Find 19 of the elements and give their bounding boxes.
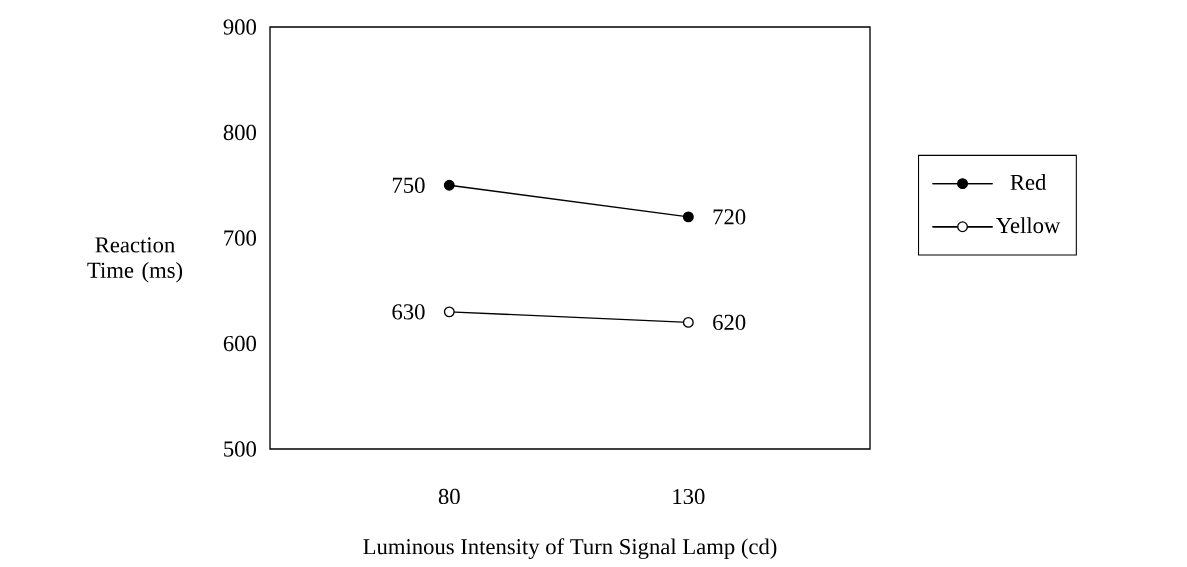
y-tick-label: 800	[223, 125, 256, 141]
y-tick-label: 900	[223, 19, 256, 35]
x-tick-label: 80	[438, 489, 460, 505]
point	[443, 306, 455, 318]
data-label: 720	[713, 209, 746, 225]
data-label: 620	[713, 314, 746, 331]
x-tick-label: 130	[673, 489, 705, 505]
point	[682, 317, 694, 329]
legend-label: Yellow	[996, 217, 1061, 234]
y-axis-title: Reaction Time (ms)	[87, 237, 183, 283]
x-axis-title: Luminous Intensity of Turn Signal Lamp (cd)	[363, 538, 777, 560]
y-tick-label: 600	[223, 336, 256, 352]
data-label: 750	[392, 177, 425, 194]
point	[682, 211, 694, 223]
data-label: 630	[392, 304, 425, 320]
y-tick-label: 700	[224, 230, 256, 246]
point	[443, 180, 455, 191]
y-tick-label: 500	[224, 441, 256, 457]
legend-label: Red	[1010, 174, 1047, 191]
